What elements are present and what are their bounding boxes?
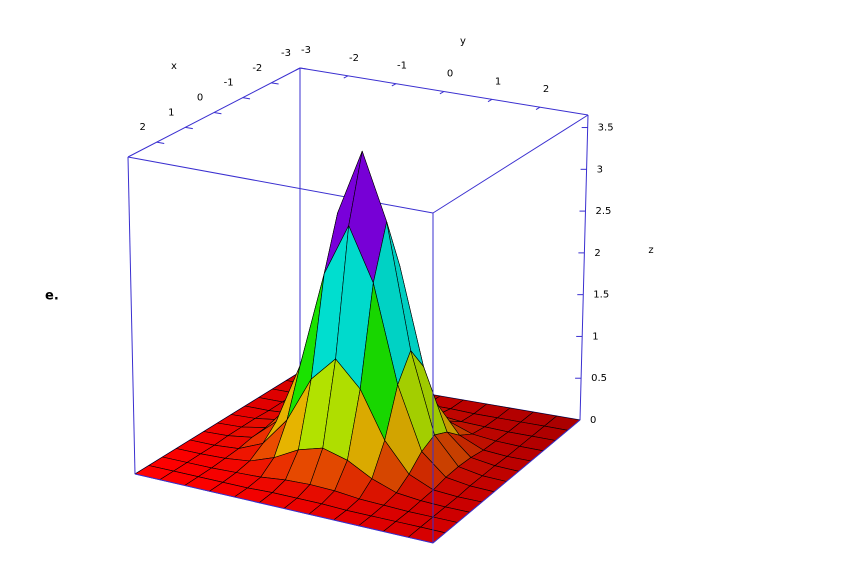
y-tick <box>391 83 397 87</box>
x-tick <box>156 141 165 145</box>
box-edge <box>127 156 434 214</box>
x-tick-label: -3 <box>281 48 291 59</box>
x-tick <box>271 82 279 85</box>
x-tick-label: -1 <box>224 78 234 89</box>
box-edge <box>127 156 136 475</box>
z-tick-label: 2.5 <box>595 206 611 217</box>
z-tick-label: 0.5 <box>591 373 607 384</box>
y-tick-label: 1 <box>495 76 501 87</box>
x-tick-label: 1 <box>168 107 174 118</box>
y-tick <box>295 67 301 71</box>
x-tick <box>242 97 251 100</box>
box-edge <box>432 114 589 214</box>
y-tick-label: -1 <box>397 61 407 72</box>
x-tick <box>185 126 193 130</box>
x-tick-label: -2 <box>252 63 262 74</box>
y-axis-label: y <box>460 36 466 47</box>
z-tick-label: 0 <box>590 415 596 426</box>
x-tick-label: 2 <box>139 122 145 133</box>
y-tick-label: -3 <box>301 45 311 56</box>
y-tick <box>343 75 349 79</box>
z-tick-label: 1.5 <box>593 290 609 301</box>
box-edge <box>579 114 589 421</box>
y-tick-label: -2 <box>349 53 359 64</box>
z-tick-label: 2 <box>594 248 600 259</box>
z-tick-label: 3.5 <box>598 123 614 134</box>
y-tick-label: 0 <box>447 69 453 80</box>
x-axis-label: x <box>171 61 177 72</box>
y-tick-label: 2 <box>543 84 549 95</box>
panel-label: e. <box>45 289 59 304</box>
y-tick <box>535 106 541 111</box>
z-tick-label: 3 <box>597 164 603 175</box>
box-edge <box>134 473 434 544</box>
y-tick <box>439 91 445 95</box>
x-tick <box>299 67 308 70</box>
x-tick <box>213 112 222 115</box>
y-tick <box>487 98 493 103</box>
z-tick-label: 1 <box>592 331 598 342</box>
z-axis-label: z <box>648 245 653 256</box>
box-edge <box>432 419 581 544</box>
x-tick-label: 0 <box>197 93 203 104</box>
